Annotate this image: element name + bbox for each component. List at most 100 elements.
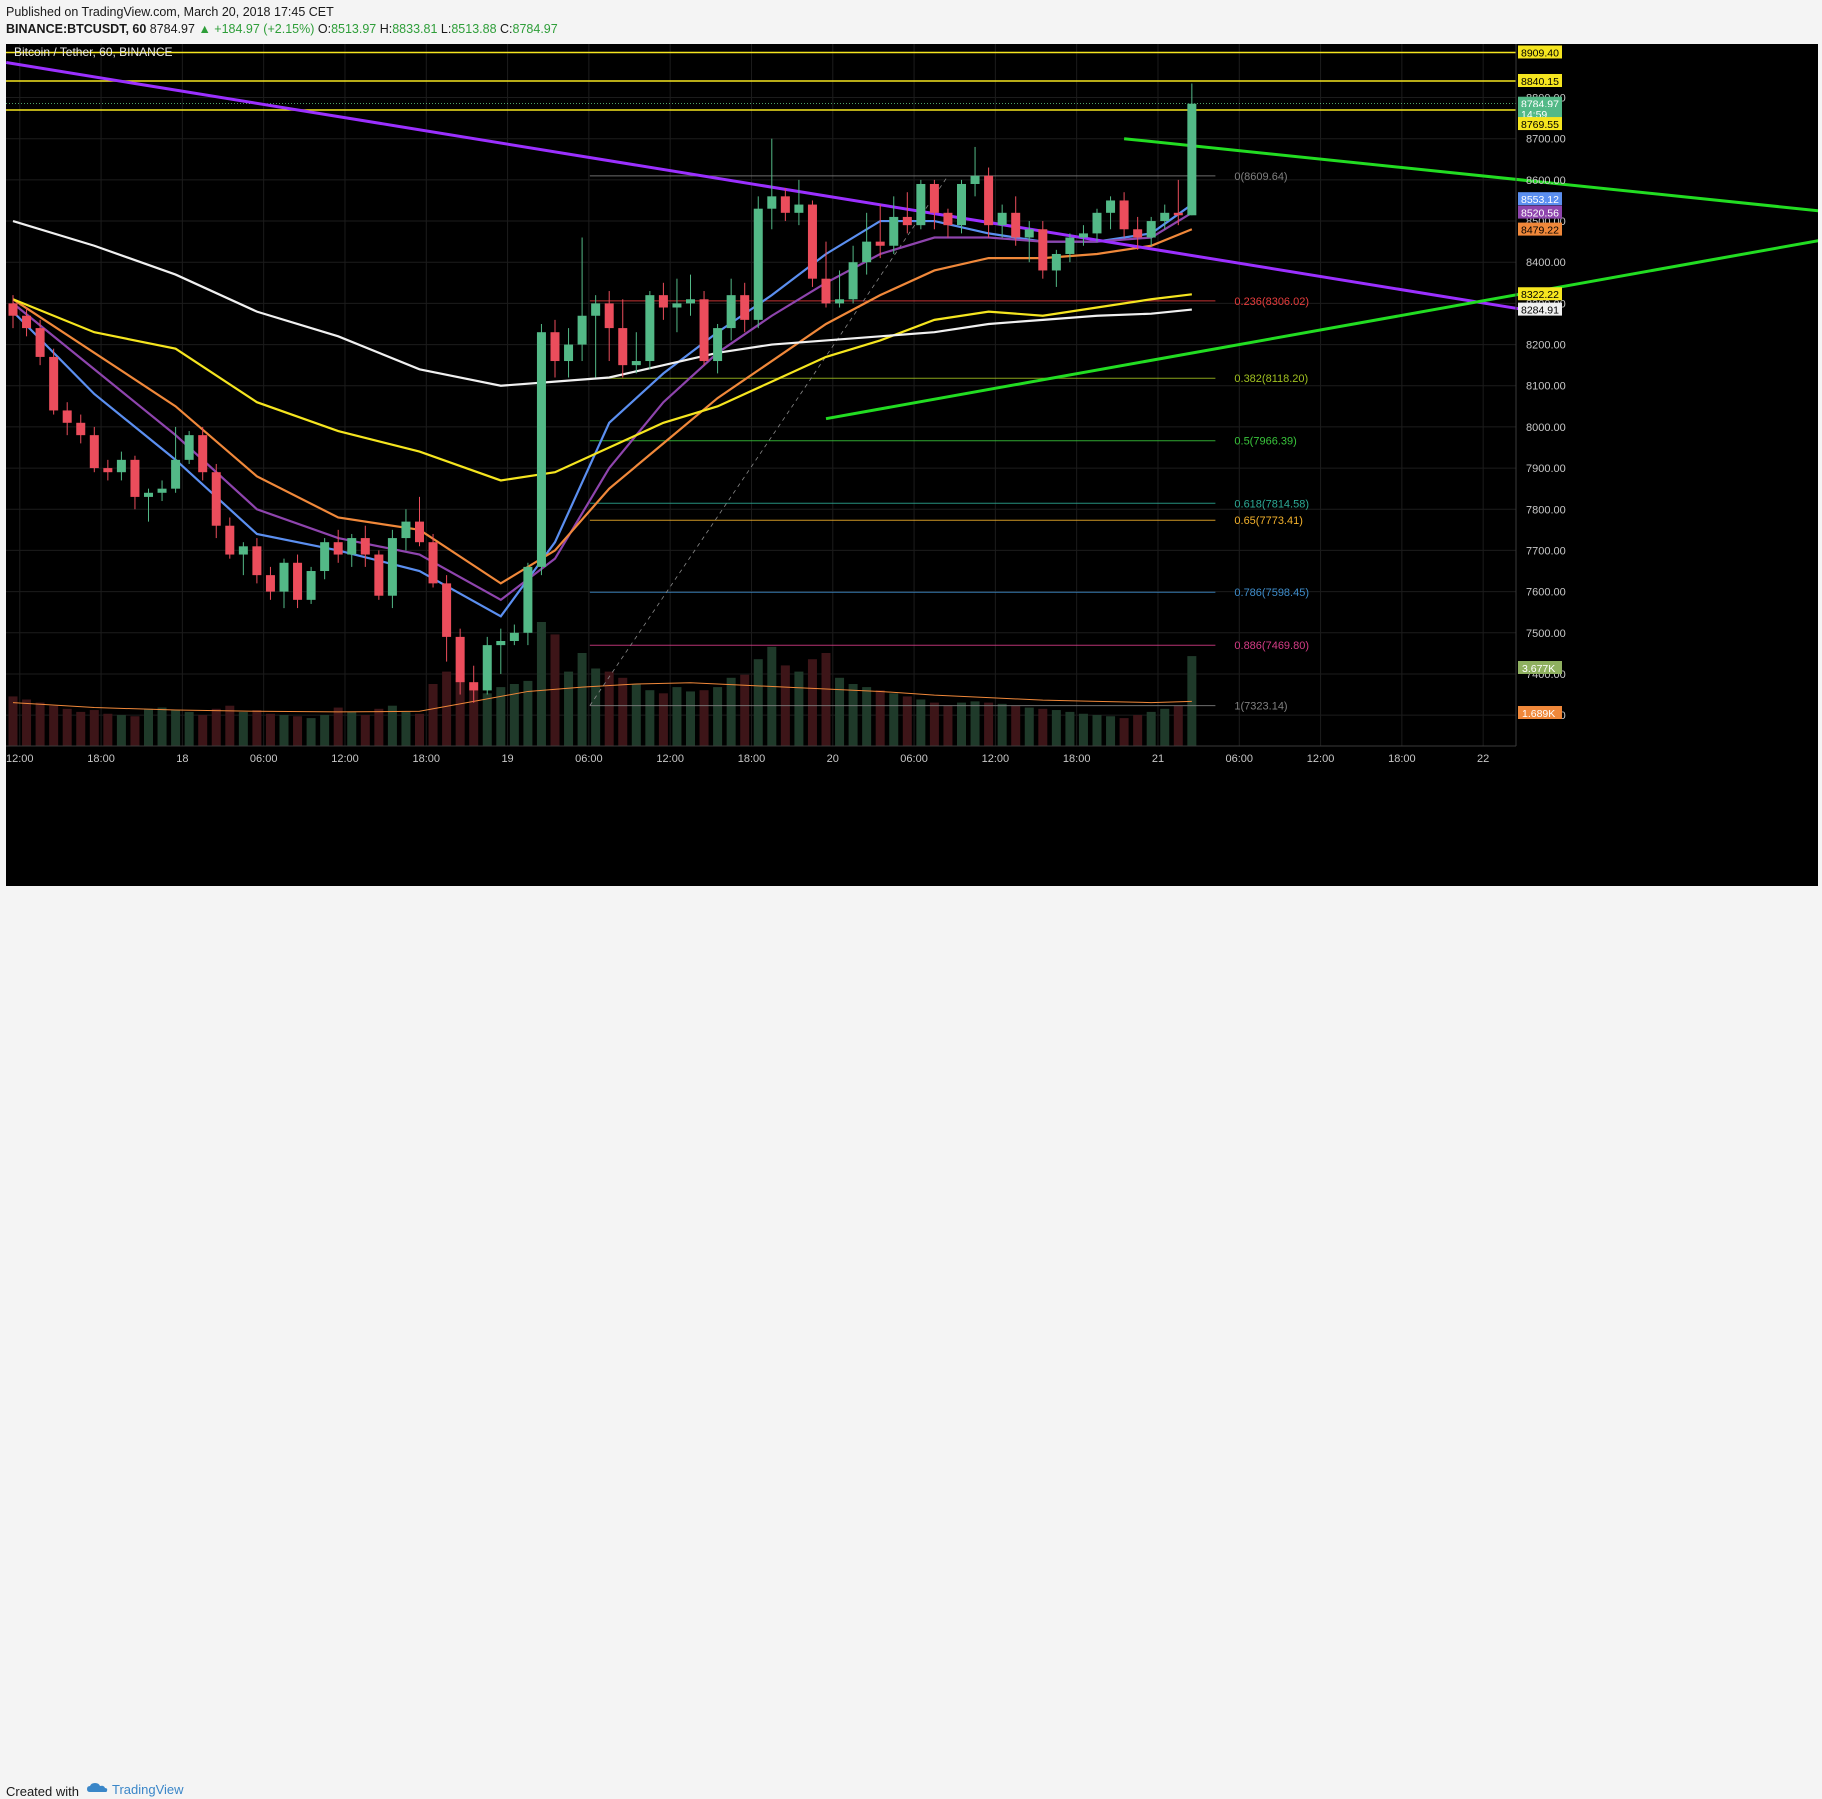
time-tick-label: 06:00 xyxy=(575,753,603,765)
candle xyxy=(658,282,668,320)
candle xyxy=(415,496,424,547)
volume-bar xyxy=(1160,708,1170,746)
time-tick-label: 18:00 xyxy=(87,753,115,765)
time-tick-label: 22 xyxy=(1477,753,1489,765)
candle-body xyxy=(1187,103,1197,216)
candle-body xyxy=(970,175,980,184)
candle-body xyxy=(875,241,885,246)
time-tick-label: 18:00 xyxy=(738,753,766,765)
open-value: 8513.97 xyxy=(331,22,377,36)
candle-body xyxy=(536,332,546,567)
candle xyxy=(144,488,153,522)
price-axis-tag: 8553.12 xyxy=(1518,192,1562,206)
price-axis-tag: 8520.56 xyxy=(1518,205,1562,220)
volume-bar xyxy=(1011,705,1021,746)
volume-bar xyxy=(889,693,899,746)
volume-bar xyxy=(89,710,99,746)
volume-bar xyxy=(1078,713,1088,746)
volume-bar xyxy=(604,671,614,746)
candle xyxy=(645,291,655,370)
candle xyxy=(753,196,763,329)
candle-body xyxy=(469,682,479,691)
volume-bar xyxy=(455,677,465,746)
candle xyxy=(943,208,953,238)
volume-bar xyxy=(1106,716,1116,746)
price-axis-tag: 8769.55 xyxy=(1518,117,1562,131)
candle-body xyxy=(740,295,750,320)
candle xyxy=(550,319,560,378)
volume-bar xyxy=(916,699,926,746)
chart-title: Bitcoin / Tether, 60, BINANCE xyxy=(14,45,173,59)
candle xyxy=(1160,204,1170,230)
volume-bar xyxy=(8,696,18,746)
price-tick-label: 7900.00 xyxy=(1526,463,1566,475)
price-axis-tag: 8322.22 xyxy=(1518,287,1562,301)
volume-bar xyxy=(211,708,221,746)
volume-bar xyxy=(1038,708,1048,746)
candle xyxy=(970,146,980,197)
tradingview-link[interactable]: TradingView xyxy=(86,1782,184,1797)
candle xyxy=(293,554,303,609)
candle xyxy=(103,459,113,481)
candle-body xyxy=(889,216,899,246)
candle-body xyxy=(1051,253,1061,271)
chart-canvas[interactable]: 0(8609.64) 0.236(8306.02) 0.382(8118.20) 0.… xyxy=(6,44,1818,886)
price-tick-label: 8000.00 xyxy=(1526,422,1566,434)
volume-axis-tag-bg xyxy=(1518,661,1562,674)
candle xyxy=(509,624,519,646)
volume-bar xyxy=(862,687,872,746)
fib-level-label: 0.65(7773.41) xyxy=(1234,515,1303,527)
price-tick-label: 7600.00 xyxy=(1526,587,1566,599)
published-note: Published on TradingView.com, March 20, … xyxy=(6,5,334,19)
volume-bar xyxy=(76,711,86,746)
price-change: ▲ +184.97 (+2.15%) xyxy=(198,22,315,36)
volume-bar xyxy=(306,718,316,746)
candle xyxy=(157,480,167,502)
price-axis-tag-bg xyxy=(1518,45,1562,59)
candle xyxy=(1119,192,1129,238)
candle-body xyxy=(984,175,994,226)
candle-body xyxy=(252,546,262,576)
symbol-label: BINANCE:BTCUSDT, 60 xyxy=(6,22,147,36)
candle-body xyxy=(1133,229,1143,238)
volume-ma-line xyxy=(12,682,1192,713)
candle-body xyxy=(1011,212,1021,238)
purple-descending-resistance xyxy=(6,61,1525,312)
candles xyxy=(8,83,1197,703)
price-chart-svg[interactable]: 0(8609.64) 0.236(8306.02) 0.382(8118.20) 0.… xyxy=(6,44,1818,886)
candle-body xyxy=(103,468,113,473)
volume-bar xyxy=(509,684,519,746)
ema-orange-line xyxy=(12,228,1193,585)
volume-bar xyxy=(577,653,587,746)
time-tick-label: 18:00 xyxy=(413,753,441,765)
last-price: 8784.97 xyxy=(149,22,195,36)
candle-body xyxy=(387,538,397,596)
candle xyxy=(1092,208,1102,242)
volume-bar xyxy=(184,711,194,746)
candle xyxy=(306,566,316,604)
candle xyxy=(49,348,59,415)
candle-body xyxy=(116,459,126,473)
volume-bar xyxy=(686,691,695,746)
candle xyxy=(618,299,628,378)
candle-body xyxy=(89,435,99,469)
volume-bar xyxy=(550,634,560,746)
candle xyxy=(536,323,546,576)
volume-bar xyxy=(740,674,750,746)
candle xyxy=(713,323,723,374)
candle-body xyxy=(916,183,926,226)
sma-white-line xyxy=(12,219,1192,387)
candle xyxy=(821,241,831,308)
volume-bar xyxy=(279,715,289,746)
candle-body xyxy=(862,241,872,263)
price-axis-tag-text: 8479.22 xyxy=(1521,225,1559,237)
volume-bar xyxy=(225,705,235,746)
candle-body xyxy=(1173,212,1183,216)
volume-bar xyxy=(943,705,953,746)
candle xyxy=(984,167,994,238)
candle-body xyxy=(482,645,492,691)
price-axis-tag-bg xyxy=(1518,287,1562,301)
volume-bar xyxy=(1051,710,1061,746)
fib-level-label: 0.5(7966.39) xyxy=(1234,436,1296,448)
candle-body xyxy=(835,299,845,304)
